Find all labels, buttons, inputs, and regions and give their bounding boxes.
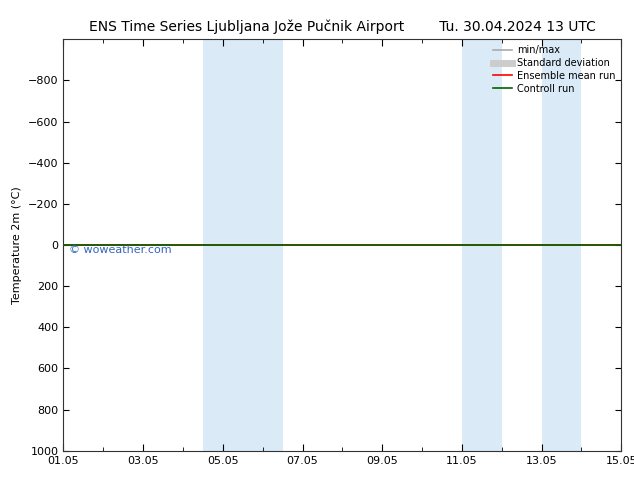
Bar (541, 39, 581, 451)
Legend: min/max, Standard deviation, Ensemble mean run, Controll run: min/max, Standard deviation, Ensemble me… (489, 41, 619, 98)
Y-axis label: Temperature 2m (°C): Temperature 2m (°C) (13, 186, 22, 304)
Text: © woweather.com: © woweather.com (69, 245, 172, 255)
Title: ENS Time Series Ljubljana Jože Pučnik Airport        Tu. 30.04.2024 13 UTC: ENS Time Series Ljubljana Jože Pučnik Ai… (89, 20, 596, 34)
Bar (462, 39, 501, 451)
Bar (203, 39, 283, 451)
